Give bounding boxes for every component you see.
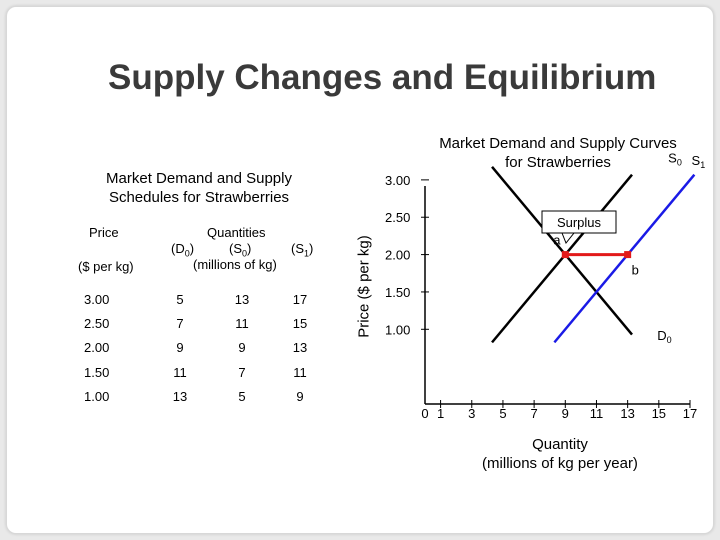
point-label-b: b <box>632 263 639 278</box>
chart-title: Market Demand and Supply Curves for Stra… <box>410 134 706 172</box>
row-s0: 9 <box>238 340 246 355</box>
x-tick-label: 15 <box>652 406 666 421</box>
point-label-a: a <box>553 233 561 248</box>
schedule-row: 1.50 11 7 11 <box>0 365 340 385</box>
supply-curve-s1 <box>553 173 696 344</box>
x-tick-label: 3 <box>468 406 475 421</box>
row-s1: 11 <box>293 365 307 380</box>
chart-title-line2: for Strawberries <box>505 154 611 171</box>
row-s1: 13 <box>292 340 308 355</box>
label-s1: S1 <box>692 153 706 170</box>
schedule-title-line1: Market Demand and Supply <box>106 170 292 187</box>
label-s1-subscript: 1 <box>700 160 705 170</box>
point-a <box>561 251 569 259</box>
schedule-row: 1.00 13 5 9 <box>0 389 340 409</box>
x-axis-label-line2: (millions of kg per year) <box>482 455 638 472</box>
x-tick-label: 11 <box>590 406 604 421</box>
col-header-s1: (S1) <box>291 241 314 259</box>
y-tick-label: 1.00 <box>385 322 410 337</box>
row-d0: 13 <box>172 389 188 404</box>
y-tick-label: 2.00 <box>385 248 410 263</box>
quantities-header: Quantities <box>207 225 266 240</box>
price-header: Price <box>89 225 119 240</box>
col-header-d0: (D0) <box>171 241 195 259</box>
y-tick-label: 1.50 <box>385 285 410 300</box>
chart-title-line1: Market Demand and Supply Curves <box>439 135 677 152</box>
x-tick-label: 9 <box>562 406 569 421</box>
x-tick-label: 13 <box>620 406 634 421</box>
row-price: 2.00 <box>84 340 110 355</box>
label-d0-subscript: 0 <box>667 335 672 345</box>
row-price: 1.50 <box>84 365 110 380</box>
label-d0: D0 <box>657 328 671 345</box>
price-unit: ($ per kg) <box>78 259 134 274</box>
row-d0: 7 <box>176 316 184 331</box>
x-tick-label: 1 <box>437 406 444 421</box>
x-tick-label: 7 <box>531 406 538 421</box>
y-tick-label: 3.00 <box>385 173 410 188</box>
label-s0-subscript: 0 <box>677 158 682 168</box>
row-price: 2.50 <box>84 316 110 331</box>
row-d0: 11 <box>173 365 187 380</box>
surplus-callout-pointer <box>561 232 576 244</box>
schedule-row: 2.50 7 11 15 <box>0 316 340 336</box>
supply-curve-s0 <box>491 173 633 344</box>
row-s1: 17 <box>292 292 308 307</box>
x-tick-label: 5 <box>499 406 506 421</box>
schedule-title: Market Demand and Supply Schedules for S… <box>90 169 308 207</box>
schedule-title-line2: Schedules for Strawberries <box>108 189 290 206</box>
quantities-unit: (millions of kg) <box>193 257 277 272</box>
schedule-row: 2.00 9 9 13 <box>0 340 340 360</box>
slide-title: Supply Changes and Equilibrium <box>108 58 657 97</box>
row-s0: 5 <box>238 389 246 404</box>
row-s0: 13 <box>234 292 250 307</box>
row-price: 3.00 <box>84 292 110 307</box>
surplus-box <box>541 210 617 234</box>
x-axis-label: Quantity (millions of kg per year) <box>440 435 680 473</box>
point-b <box>624 251 632 259</box>
col-header-s0: (S0) <box>229 241 252 259</box>
row-d0: 5 <box>176 292 184 307</box>
row-s1: 9 <box>296 389 304 404</box>
x-tick-label: 0 <box>421 406 428 421</box>
row-price: 1.00 <box>84 389 110 404</box>
slide <box>6 6 714 534</box>
row-s0: 11 <box>235 316 249 331</box>
schedule-row: 3.00 5 13 17 <box>0 292 340 312</box>
row-s0: 7 <box>238 365 246 380</box>
y-tick-label: 2.50 <box>385 210 410 225</box>
label-s0: S0 <box>668 151 682 168</box>
x-tick-label: 17 <box>683 406 697 421</box>
demand-curve-d0 <box>491 166 633 336</box>
row-s1: 15 <box>292 316 308 331</box>
x-axis-label-line1: Quantity <box>532 436 588 453</box>
row-d0: 9 <box>176 340 184 355</box>
surplus-label: Surplus <box>557 215 602 230</box>
